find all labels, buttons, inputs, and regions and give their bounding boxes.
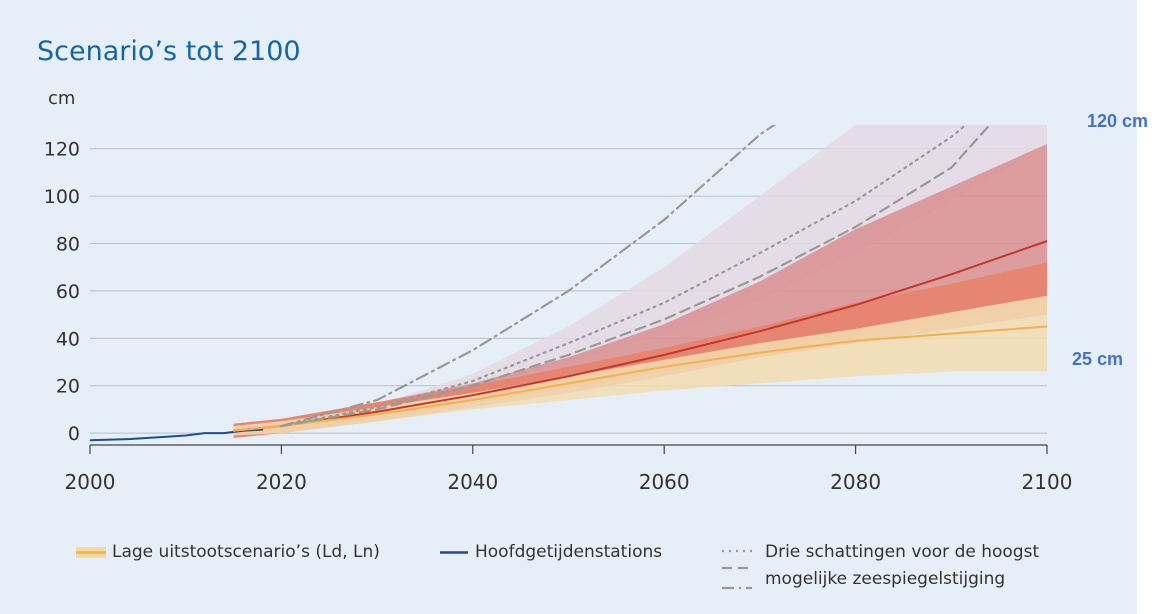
legend-label-low-scenarios: Lage uitstootscenario’s (Ld, Ln): [112, 542, 380, 562]
legend-swatches: [76, 547, 752, 590]
series-line-1-solid: [232, 240, 1047, 432]
legend-label-extreme-2: mogelijke zeespiegelstijging: [765, 569, 1006, 589]
y-axis-unit-label: cm: [48, 88, 76, 109]
y-tick-label-80: 80: [56, 234, 80, 256]
bands: [233, 125, 1047, 438]
legend-label-extreme-1: Drie schattingen voor de hoogst: [765, 542, 1040, 562]
y-tick-label-60: 60: [56, 281, 80, 303]
series-line-3-dashdot: [280, 125, 776, 428]
series-line-2-solid: [232, 325, 1047, 432]
annotation-25cm: 25 cm: [1072, 349, 1124, 369]
x-tick-label-2060: 2060: [639, 470, 690, 494]
y-tick-label-120: 120: [44, 139, 80, 161]
legend-label-stations: Hoofdgetijdenstations: [475, 542, 663, 562]
series-line-0-solid: [90, 428, 264, 442]
x-tick-label-2080: 2080: [830, 470, 881, 494]
x-tick-label-2020: 2020: [256, 470, 307, 494]
band-high-scenario-central: [233, 262, 1047, 438]
chart-title: Scenario’s tot 2100: [37, 36, 301, 67]
y-tick-label-0: 0: [68, 423, 80, 445]
annotation-120cm: 120 cm: [1087, 111, 1149, 131]
series-line-5-dashed: [280, 125, 991, 428]
y-tick-label-100: 100: [44, 186, 80, 208]
band-extreme-range: [233, 125, 1047, 434]
x-tick-label-2100: 2100: [1022, 470, 1073, 494]
x-tick-label-2000: 2000: [65, 470, 116, 494]
lines: [90, 125, 1047, 442]
x-tick-label-2040: 2040: [447, 470, 498, 494]
y-tick-label-40: 40: [56, 328, 80, 350]
y-tick-label-20: 20: [56, 376, 80, 398]
